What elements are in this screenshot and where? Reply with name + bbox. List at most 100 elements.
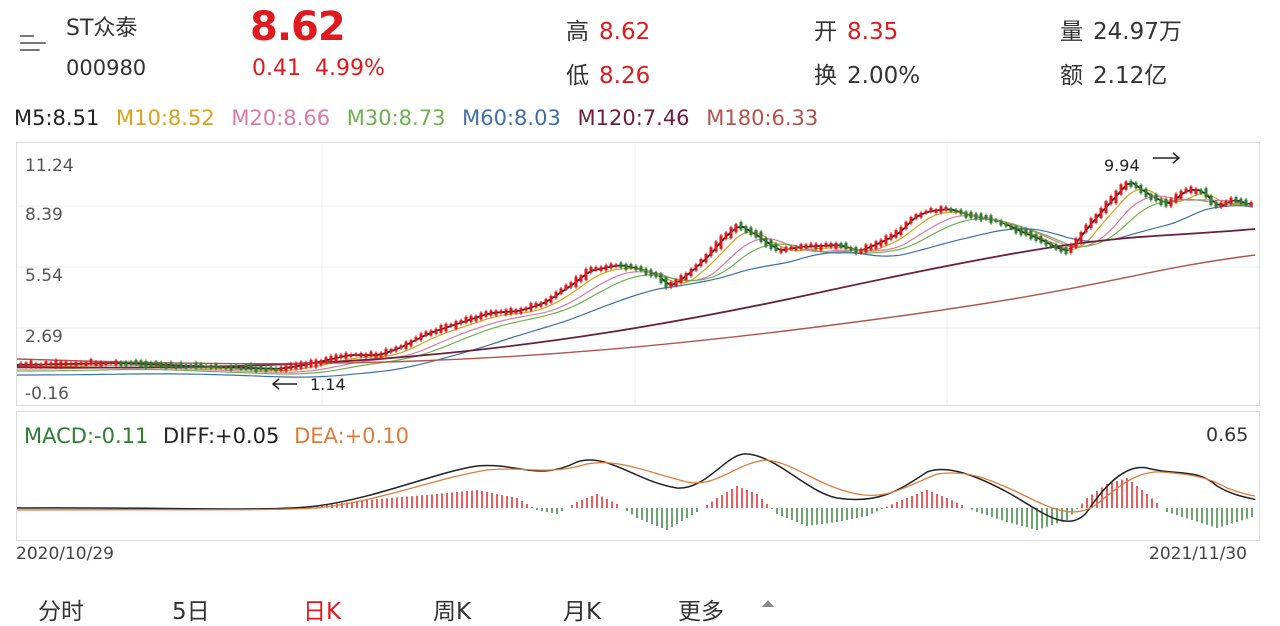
candle [1149, 193, 1153, 201]
candle [474, 315, 478, 322]
tab-monthly-k[interactable]: 月K [563, 599, 602, 625]
candle [999, 220, 1003, 226]
low-label: 低 [566, 63, 589, 89]
menu-icon[interactable] [20, 32, 46, 54]
candle [179, 362, 183, 368]
candle [394, 346, 398, 352]
candle [784, 246, 788, 252]
candle [369, 351, 373, 357]
candle [289, 363, 293, 370]
candle [279, 366, 283, 371]
candle [454, 321, 458, 330]
candle [734, 224, 738, 233]
candle [469, 315, 473, 323]
candle [719, 235, 723, 249]
tab-daily-k[interactable]: 日K [303, 599, 342, 625]
macd-chart[interactable] [16, 411, 1260, 541]
volume-value: 24.97万 [1093, 19, 1182, 45]
ma20-label: M20:8.66 [231, 106, 331, 130]
candle [1049, 242, 1053, 248]
y-label-1: 11.24 [25, 156, 74, 176]
candle [1004, 223, 1008, 227]
candle [519, 308, 523, 314]
tab-weekly-k[interactable]: 周K [433, 599, 472, 625]
candle [594, 266, 598, 271]
candle [489, 310, 493, 316]
candle [659, 273, 663, 284]
tab-intraday[interactable]: 分时 [38, 599, 84, 625]
candle [299, 361, 303, 369]
candle [1219, 202, 1223, 208]
candle [864, 244, 868, 253]
kline-chart[interactable]: 11.24 8.39 5.54 2.69 -0.16 1.14 9.94 [16, 142, 1260, 406]
current-price: 8.62 [250, 4, 346, 50]
ma120-label: M120:7.46 [577, 106, 690, 130]
candle [879, 239, 883, 247]
candle [559, 288, 563, 295]
turnover-label: 换 [814, 63, 837, 89]
candle [749, 227, 753, 236]
diff-value: DIFF:+0.05 [163, 424, 280, 448]
high-annotation-value: 9.94 [1104, 156, 1140, 175]
candle [1109, 195, 1113, 205]
high-value: 8.62 [599, 19, 651, 45]
candle [39, 363, 43, 368]
candle [144, 360, 148, 369]
tab-more[interactable]: 更多 [678, 599, 724, 625]
candle [699, 258, 703, 267]
candle [84, 362, 88, 367]
low-annotation: 1.14 [271, 375, 346, 394]
candle [584, 268, 588, 281]
candle [904, 221, 908, 229]
candle [1089, 218, 1093, 229]
candle [134, 360, 138, 365]
candle [319, 360, 323, 366]
candle [754, 230, 758, 238]
amount-label: 额 [1060, 63, 1083, 89]
candle [809, 243, 813, 247]
chevron-up-icon[interactable] [762, 600, 774, 607]
candle [619, 262, 623, 268]
candle [694, 264, 698, 271]
macd-legend: MACD:-0.11 DIFF:+0.05 DEA:+0.10 [24, 424, 417, 448]
candle [234, 365, 238, 369]
candle [354, 353, 358, 356]
end-date: 2021/11/30 [1149, 544, 1247, 564]
ma60-label: M60:8.03 [462, 106, 561, 130]
candle [154, 361, 158, 367]
candle [484, 311, 488, 317]
candle [739, 221, 743, 230]
candle [689, 268, 693, 277]
candle [854, 247, 858, 254]
candle [479, 312, 483, 320]
tab-5-day[interactable]: 5日 [172, 599, 210, 625]
candle [574, 276, 578, 288]
candle [929, 207, 933, 213]
ma10-label: M10:8.52 [116, 106, 215, 130]
candle [914, 214, 918, 220]
candle [1159, 198, 1163, 206]
candle [424, 331, 428, 336]
amount-value: 2.12亿 [1093, 63, 1168, 89]
diff-line [16, 453, 1256, 523]
candle [814, 243, 818, 250]
candle [769, 239, 773, 250]
ma30-line [17, 198, 1254, 375]
candle [439, 324, 443, 333]
candle [634, 265, 638, 271]
start-date: 2020/10/29 [16, 544, 114, 564]
turnover-value: 2.00% [847, 63, 921, 89]
candle [1059, 246, 1063, 253]
candle [284, 365, 288, 372]
candle [789, 246, 793, 250]
candle [744, 226, 748, 233]
candle [119, 361, 123, 367]
candle [174, 364, 178, 369]
candle [434, 328, 438, 335]
candle [1024, 228, 1028, 236]
candle [614, 264, 618, 267]
candle [704, 254, 708, 263]
candle [1154, 194, 1158, 202]
candle [824, 242, 828, 247]
candle [209, 364, 213, 369]
